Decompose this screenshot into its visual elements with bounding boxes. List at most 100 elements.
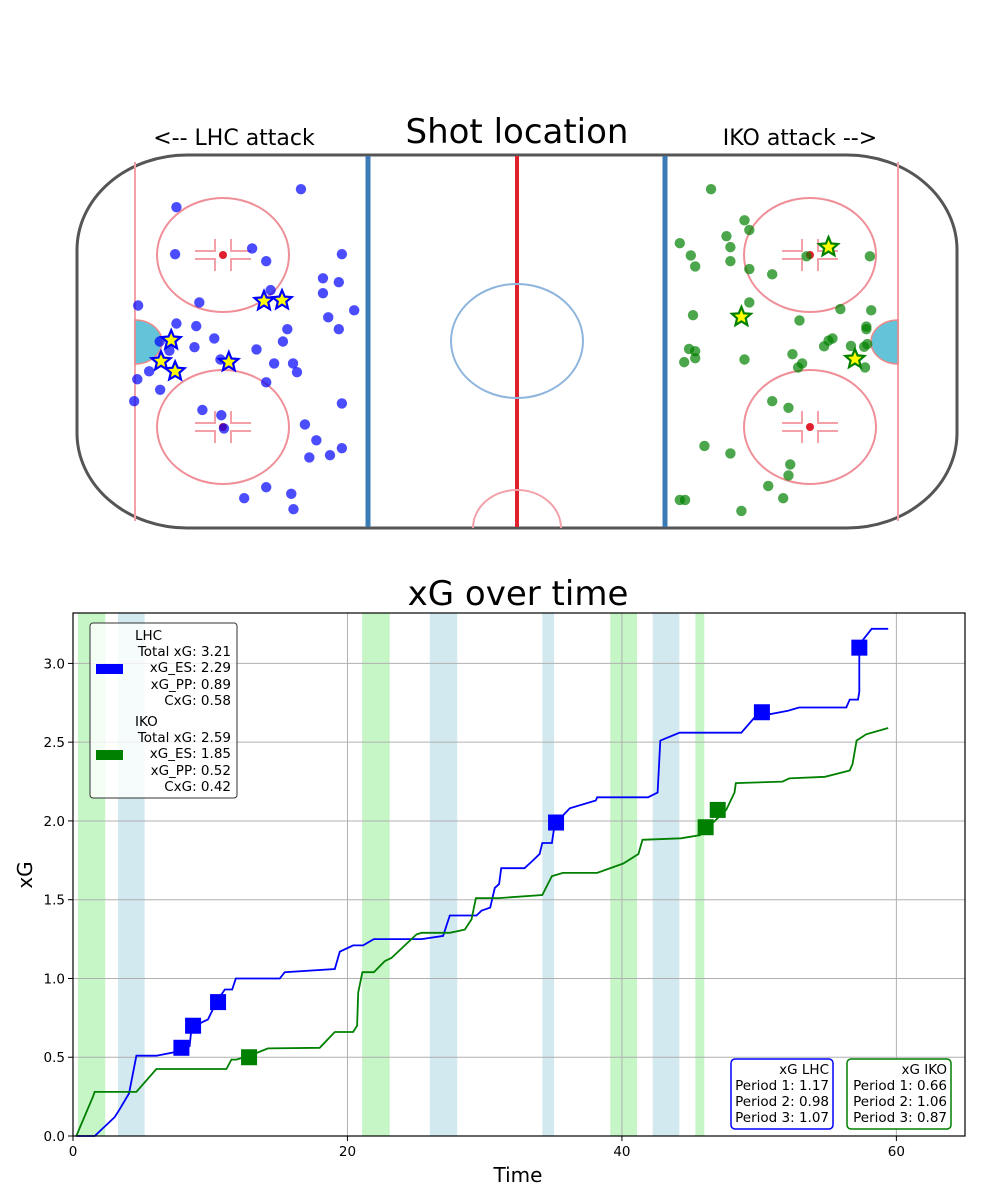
- lhc-goal-star: [158, 327, 184, 351]
- lhc-shot-dot: [143, 366, 155, 377]
- lhc-goal-marker: [210, 994, 227, 1011]
- lhc-shot-dot: [336, 398, 348, 409]
- legend-iko-es: xG_ES: 1.85: [150, 746, 231, 762]
- iko-goal-marker: [697, 819, 714, 836]
- iko-shot-dot: [744, 297, 755, 308]
- iko-shot-dot: [801, 251, 812, 262]
- legend-lhc-es: xG_ES: 2.29: [150, 660, 231, 676]
- legend: LHC Total xG: 3.21 xG_ES: 2.29 xG_PP: 0.…: [89, 622, 238, 799]
- iko-shot-dot: [725, 448, 736, 459]
- powerplay-span: [610, 613, 638, 1136]
- legend-iko-cxg: CxG: 0.42: [164, 779, 231, 795]
- powerplay-span: [429, 613, 458, 1136]
- iko-shot-dot: [721, 230, 732, 242]
- period-lhc-p3: Period 3: 1.07: [735, 1110, 829, 1126]
- iko-shot-dot: [725, 241, 736, 253]
- lhc-goal-star: [269, 287, 295, 311]
- powerplay-span: [652, 613, 680, 1136]
- lhc-shot-dot: [265, 284, 276, 296]
- y-axis-label: xG: [13, 861, 37, 888]
- lhc-goal-star: [251, 288, 277, 312]
- legend-lhc-pp: xG_PP: 0.89: [151, 677, 231, 693]
- legend-iko-total: Total xG: 2.59: [137, 730, 231, 746]
- lhc-shot-dot: [239, 493, 250, 504]
- lhc-shot-dot: [295, 183, 307, 195]
- lhc-shot-dot: [333, 324, 344, 335]
- legend-iko-pp: xG_PP: 0.52: [151, 763, 231, 779]
- legend-lhc-cxg: CxG: 0.58: [164, 693, 231, 709]
- faceoff-dot: [219, 251, 227, 259]
- y-tick-label: 3.0: [44, 656, 65, 672]
- lhc-shot-dot: [311, 435, 322, 446]
- iko-shot-dot: [827, 333, 838, 344]
- referee-crease: [472, 489, 562, 529]
- lhc-shot-dot: [261, 482, 272, 493]
- lhc-shot-dot: [191, 320, 202, 332]
- iko-shot-dot: [835, 303, 846, 315]
- lhc-shot-dot: [218, 423, 230, 434]
- iko-shot-dot: [736, 505, 747, 517]
- period-lhc-p2: Period 2: 0.98: [735, 1094, 829, 1110]
- iko-shot-dot: [705, 183, 717, 195]
- iko-shot-dot: [679, 494, 691, 506]
- lhc-shot-dot: [288, 503, 299, 515]
- lhc-shot-dot: [282, 324, 293, 335]
- iko-goal-marker: [241, 1049, 258, 1066]
- period-iko-title: xG IKO: [902, 1062, 947, 1078]
- period-box-iko: xG IKO Period 1: 0.66 Period 2: 1.06 Per…: [846, 1058, 952, 1130]
- iko-goal-star: [842, 346, 868, 370]
- y-tick-label: 0.0: [44, 1129, 65, 1145]
- lhc-attack-label: <-- LHC attack: [153, 126, 315, 151]
- lhc-shot-dot: [299, 419, 311, 430]
- iko-shot-dot: [725, 255, 736, 267]
- lhc-shot-dot: [323, 312, 334, 323]
- plot-frame: [72, 612, 966, 1137]
- center-circle: [450, 283, 584, 399]
- x-axis-label: Time: [493, 1163, 543, 1187]
- lhc-shot-dot: [261, 255, 272, 267]
- iko-shot-dot: [792, 362, 804, 373]
- faceoff-circle: [156, 197, 290, 313]
- iko-shot-dot: [674, 237, 685, 249]
- lhc-goal-star: [216, 349, 242, 373]
- lhc-shot-dot: [171, 318, 182, 329]
- faceoff-hash-marks: [195, 239, 251, 271]
- lhc-goal-marker: [548, 814, 565, 831]
- faceoff-hash-marks: [195, 411, 251, 443]
- iko-goal-marker: [709, 801, 726, 818]
- iko-attack-label: IKO attack -->: [723, 126, 877, 151]
- iko-shot-dot: [767, 396, 778, 407]
- period-box-lhc: xG LHC Period 1: 1.17 Period 2: 0.98 Per…: [730, 1058, 834, 1130]
- faceoff-circle: [743, 369, 877, 485]
- y-tick-label: 1.5: [44, 893, 65, 909]
- lhc-shot-dot: [349, 305, 360, 316]
- period-iko-p1: Period 1: 0.66: [853, 1078, 947, 1094]
- lhc-goal-marker: [185, 1017, 202, 1034]
- iko-shot-dot: [859, 362, 871, 373]
- lhc-shot-dot: [317, 288, 329, 299]
- lhc-shot-dot: [154, 384, 166, 395]
- lhc-shot-dot: [132, 374, 143, 385]
- lhc-shot-dot: [336, 442, 348, 454]
- iko-goal-star: [816, 234, 841, 258]
- iko-shot-dot: [744, 224, 755, 236]
- lhc-shot-dot: [324, 450, 336, 461]
- legend-patch-lhc: [96, 664, 123, 674]
- y-tick-label: 0.5: [44, 1050, 65, 1066]
- period-lhc-title: xG LHC: [779, 1062, 829, 1078]
- x-tick-label: 0: [69, 1144, 78, 1160]
- lhc-shot-dot: [171, 201, 182, 213]
- lhc-shot-dot: [333, 277, 344, 288]
- iko-shot-dot: [864, 251, 876, 262]
- lhc-shot-dot: [304, 452, 315, 463]
- lhc-shot-dot: [291, 367, 303, 378]
- y-tick-label: 1.0: [44, 971, 65, 987]
- legend-iko-team: IKO: [135, 714, 158, 730]
- faceoff-dot: [806, 423, 814, 431]
- faceoff-hash-marks: [782, 239, 838, 271]
- lhc-goal-marker: [753, 704, 770, 721]
- iko-shot-dot: [763, 480, 774, 492]
- y-tick-label: 2.5: [44, 735, 65, 751]
- lhc-shot-dot: [261, 377, 272, 388]
- rink-title: Shot location: [406, 112, 629, 152]
